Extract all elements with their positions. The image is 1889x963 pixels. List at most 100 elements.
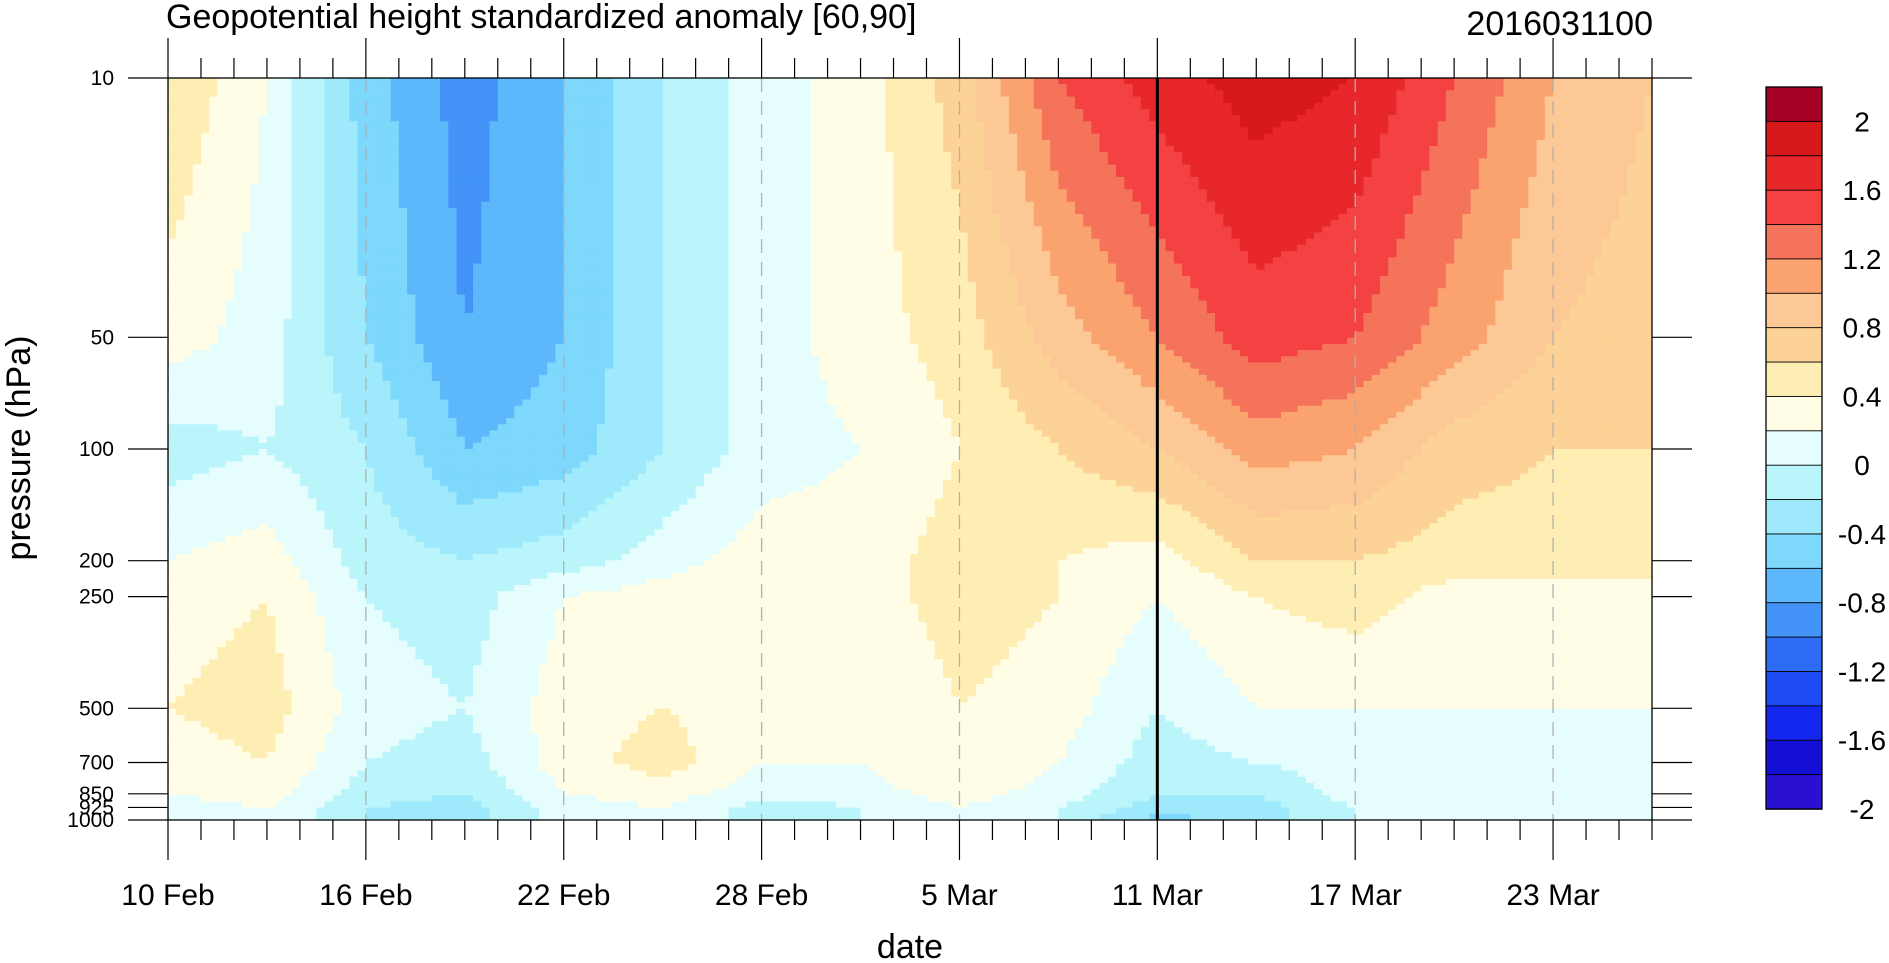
field-cell	[217, 220, 227, 227]
field-cell	[1495, 139, 1505, 147]
field-cell	[357, 195, 367, 203]
field-cell	[1429, 232, 1439, 240]
field-cell	[654, 189, 664, 197]
field-cell	[975, 170, 985, 178]
field-cell	[1157, 214, 1167, 221]
field-cell	[1033, 133, 1043, 141]
field-cell	[778, 158, 787, 166]
field-cell	[1495, 207, 1505, 215]
field-cell	[1083, 238, 1092, 246]
field-cell	[860, 214, 870, 221]
field-cell	[1313, 158, 1323, 166]
field-cell	[407, 244, 416, 252]
field-cell	[382, 164, 392, 172]
field-cell	[604, 176, 614, 184]
field-cell	[539, 232, 548, 240]
field-cell	[1594, 183, 1604, 190]
field-cell	[571, 238, 581, 246]
field-cell	[712, 152, 721, 159]
field-cell	[489, 232, 499, 240]
field-cell	[613, 195, 623, 203]
field-cell	[868, 220, 878, 227]
field-cell	[1487, 201, 1496, 209]
field-cell	[786, 244, 796, 252]
field-cell	[1182, 102, 1191, 110]
field-cell	[687, 201, 697, 209]
field-cell	[1157, 195, 1167, 203]
field-cell	[382, 207, 392, 215]
field-cell	[868, 195, 878, 203]
field-cell	[1157, 183, 1167, 190]
field-cell	[423, 176, 433, 184]
field-cell	[1099, 127, 1109, 135]
field-cell	[703, 226, 713, 234]
field-cell	[1215, 115, 1224, 122]
field-cell	[464, 238, 474, 246]
field-cell	[1338, 170, 1348, 178]
field-cell	[357, 139, 367, 147]
field-cell	[596, 96, 606, 104]
field-cell	[456, 139, 466, 147]
field-cell	[811, 96, 820, 104]
field-cell	[225, 226, 235, 234]
field-cell	[926, 108, 936, 116]
field-cell	[357, 214, 367, 221]
field-cell	[736, 127, 746, 135]
field-cell	[703, 84, 713, 91]
field-cell	[934, 96, 944, 104]
field-cell	[1107, 90, 1117, 98]
field-cell	[266, 146, 276, 153]
field-cell	[975, 133, 985, 141]
field-cell	[1124, 238, 1134, 246]
field-cell	[1528, 78, 1538, 85]
field-cell	[1520, 183, 1529, 190]
field-cell	[695, 146, 705, 153]
field-cell	[1190, 195, 1200, 203]
field-cell	[720, 164, 730, 172]
field-cell	[802, 84, 812, 91]
field-cell	[200, 121, 210, 129]
field-cell	[1388, 78, 1398, 85]
field-cell	[1462, 214, 1472, 221]
field-cell	[1190, 189, 1200, 197]
field-cell	[753, 183, 763, 190]
field-cell	[176, 189, 186, 197]
field-cell	[1140, 226, 1150, 234]
field-cell	[1371, 115, 1381, 122]
field-cell	[341, 90, 350, 98]
field-cell	[497, 121, 507, 129]
field-cell	[1198, 78, 1208, 85]
field-cell	[728, 146, 738, 153]
field-cell	[390, 207, 400, 215]
field-cell	[184, 84, 194, 91]
field-cell	[901, 183, 911, 190]
field-cell	[1041, 96, 1051, 104]
field-cell	[225, 183, 235, 190]
field-cell	[242, 102, 252, 110]
field-cell	[1206, 121, 1216, 129]
field-cell	[1239, 96, 1249, 104]
field-cell	[233, 207, 243, 215]
field-cell	[901, 201, 911, 209]
field-cell	[942, 176, 952, 184]
field-cell	[1511, 207, 1521, 215]
field-cell	[473, 176, 482, 184]
field-cell	[1033, 90, 1043, 98]
field-cell	[613, 108, 623, 116]
field-cell	[1478, 146, 1488, 153]
field-cell	[530, 108, 540, 116]
field-cell	[398, 183, 408, 190]
field-cell	[250, 164, 260, 172]
field-cell	[374, 127, 383, 135]
field-cell	[604, 96, 614, 104]
field-cell	[1569, 226, 1579, 234]
field-cell	[769, 189, 779, 197]
field-cell	[1520, 214, 1529, 221]
field-cell	[670, 164, 680, 172]
field-cell	[299, 238, 309, 246]
field-cell	[687, 121, 697, 129]
field-cell	[431, 90, 441, 98]
field-cell	[200, 102, 210, 110]
field-cell	[745, 133, 754, 141]
field-cell	[1000, 189, 1010, 197]
